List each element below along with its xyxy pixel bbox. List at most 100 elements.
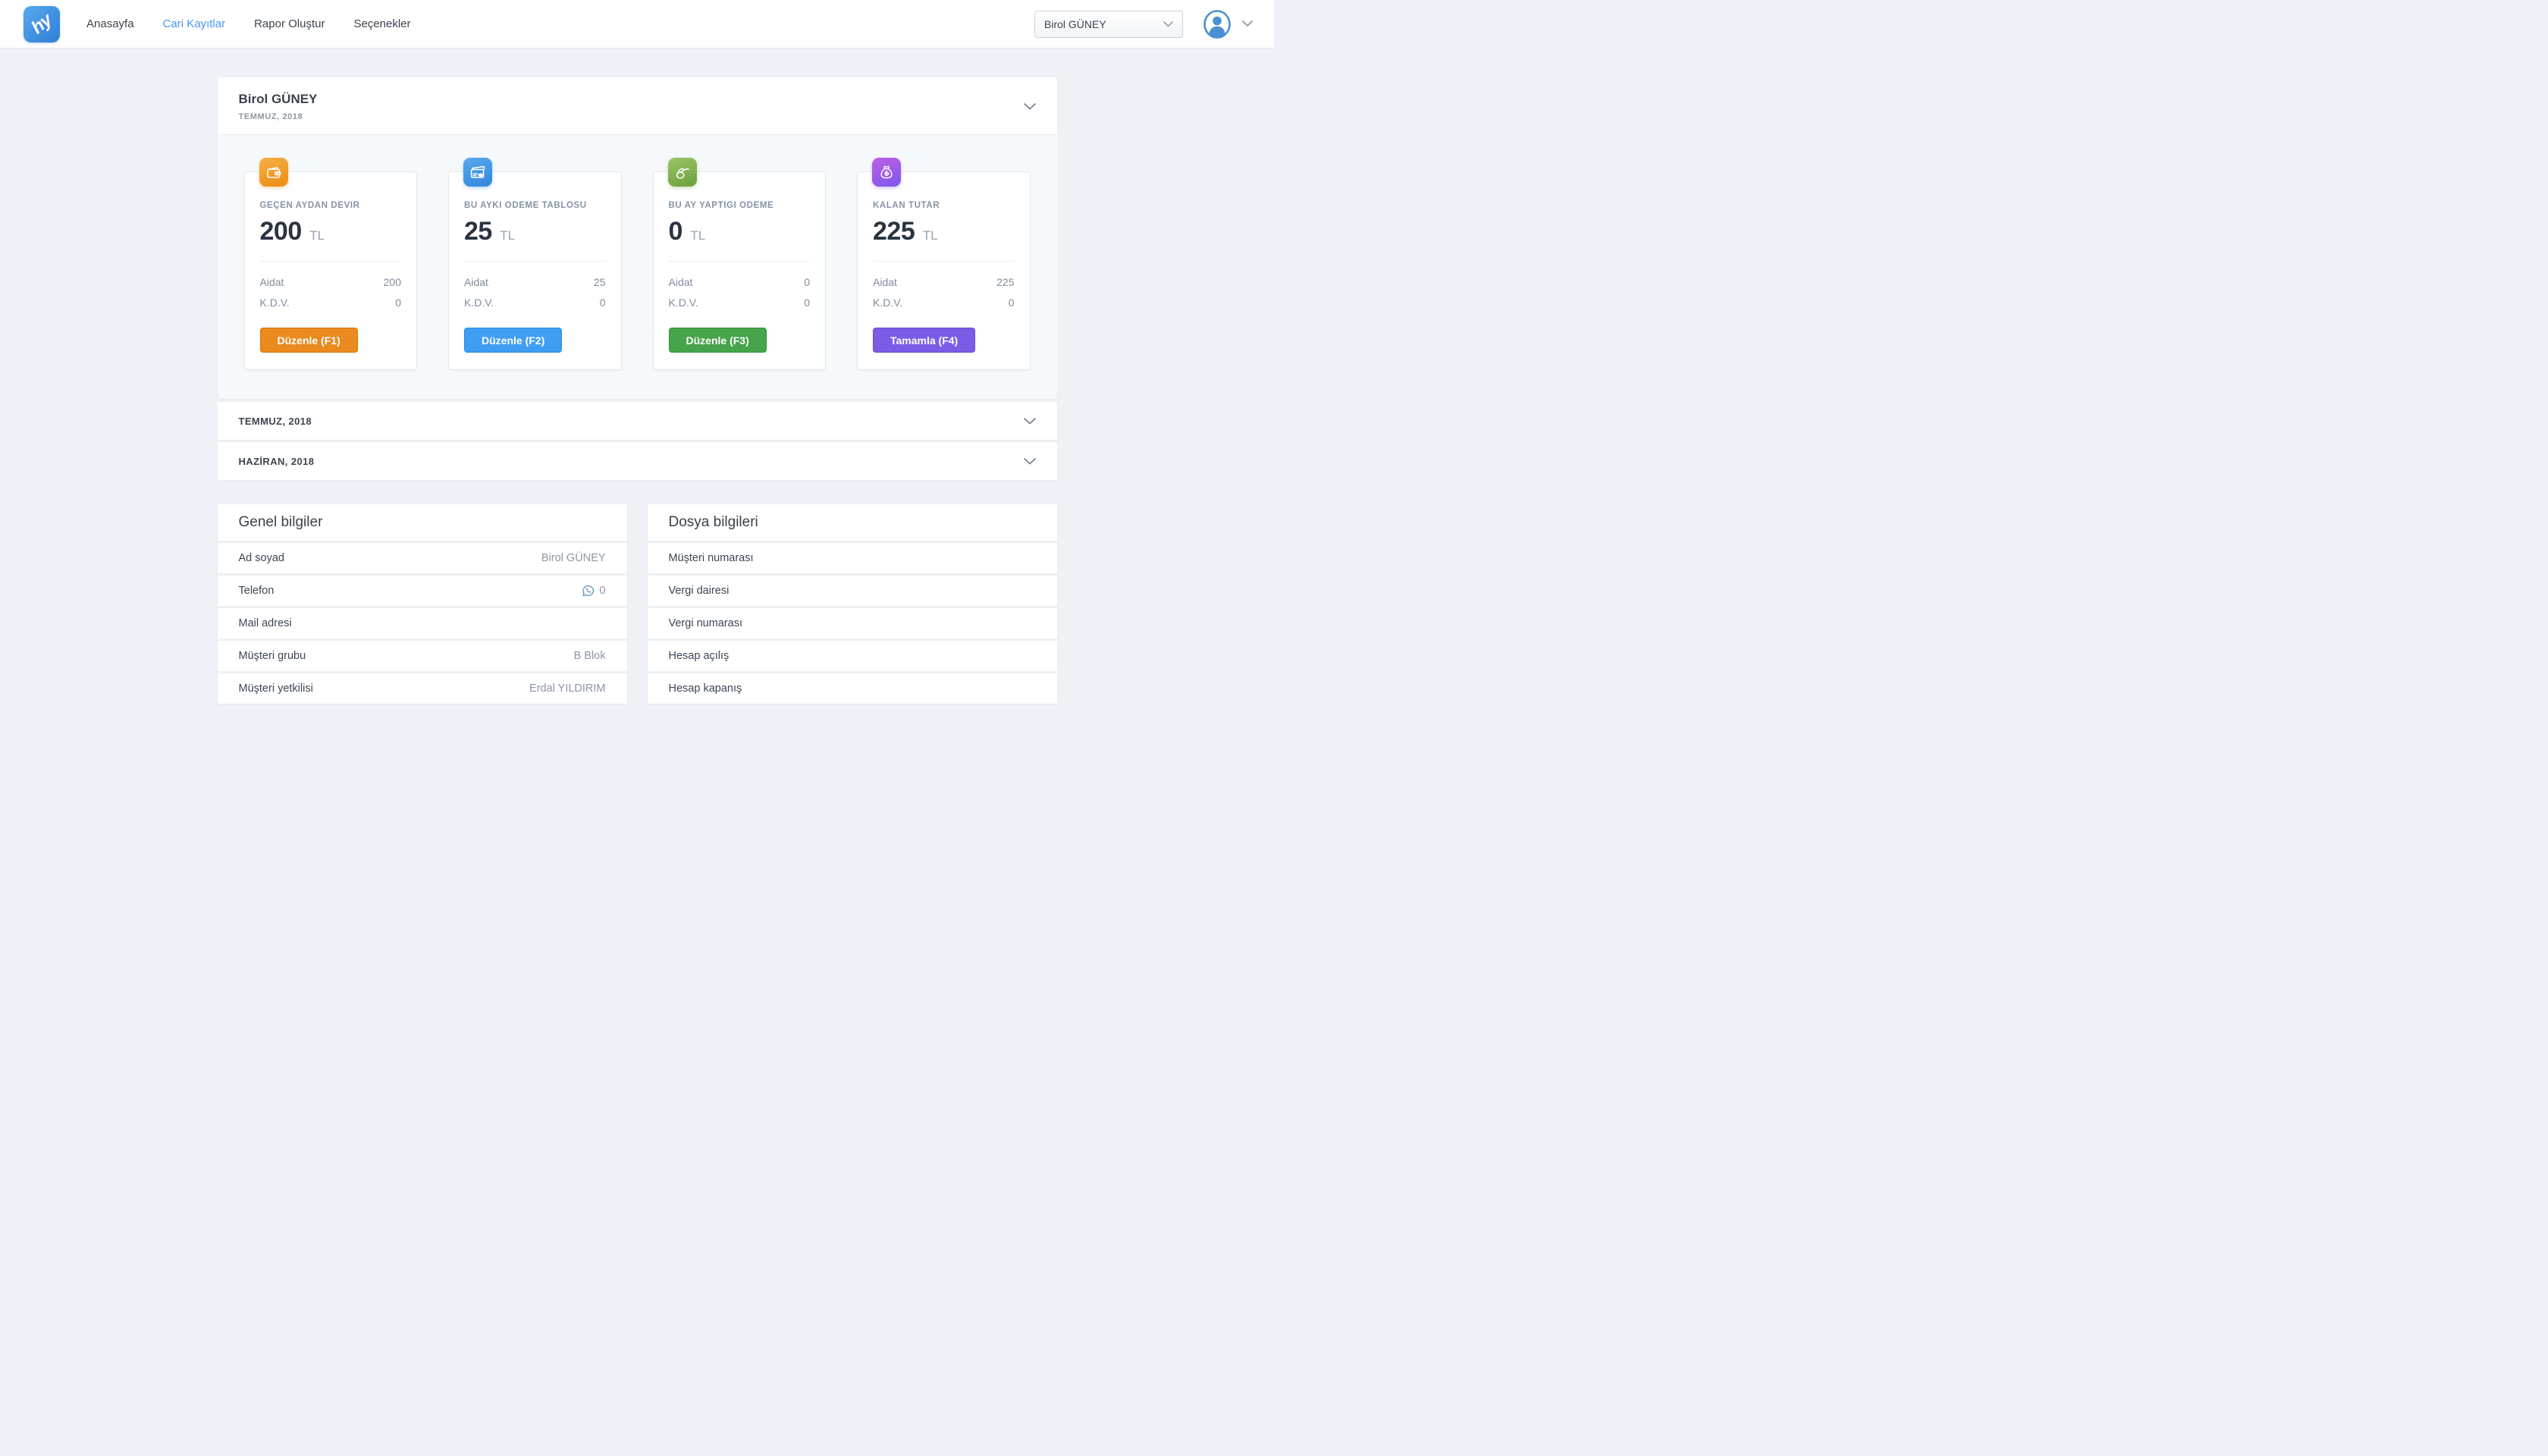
- stat-row: Aidat 0: [669, 275, 811, 289]
- stat-row-label: Aidat: [464, 276, 488, 288]
- stat-title: BU AYKİ ÖDEME TABLOSU: [464, 201, 587, 210]
- info-row-vergi-numarasi: Vergi numarası: [647, 606, 1057, 639]
- stat-card-bu-ayki-odeme-tablosu: BU AYKİ ÖDEME TABLOSU 25 TL Aidat 25 K.D…: [448, 158, 622, 370]
- info-label: Müşteri numarası: [668, 552, 754, 564]
- stat-card-gecen-aydan-devir: GEÇEN AYDAN DEVİR 200 TL Aidat 200 K.D.V…: [243, 158, 417, 370]
- info-label: Vergi dairesi: [668, 585, 730, 597]
- info-label: Hesap açılış: [668, 650, 730, 662]
- stat-rows: Aidat 0 K.D.V. 0: [669, 275, 811, 309]
- app-logo[interactable]: hy: [24, 5, 60, 42]
- stat-amount-currency: TL: [922, 228, 938, 243]
- money-bag-icon: [872, 158, 901, 187]
- stat-title: BU AY YAPTIĞI ÖDEME: [668, 201, 774, 210]
- stat-row: K.D.V. 0: [669, 296, 811, 309]
- accordion-haziran-2018[interactable]: HAZİRAN, 2018: [217, 442, 1057, 480]
- navbar: hy Anasayfa Cari Kayıtlar Rapor Oluştur …: [0, 0, 1274, 49]
- stat-amount: 200 TL: [260, 217, 402, 246]
- tamamla-f4-button[interactable]: Tamamla (F4): [873, 328, 976, 353]
- stat-row: K.D.V. 0: [464, 296, 606, 309]
- info-value: B Blok: [573, 650, 606, 662]
- info-label: Vergi numarası: [668, 617, 743, 629]
- info-label: Ad soyad: [238, 552, 284, 564]
- user-menu-button[interactable]: [1239, 17, 1256, 30]
- divider: [464, 261, 606, 262]
- divider: [873, 261, 1015, 262]
- chevron-down-icon: [1163, 20, 1173, 27]
- chevron-down-icon: [1023, 457, 1036, 464]
- stat-row-value: 0: [1008, 297, 1015, 309]
- signature-icon: [667, 158, 697, 187]
- panel-title: Genel bilgiler: [238, 514, 323, 530]
- stat-row-label: Aidat: [668, 276, 693, 288]
- duzenle-f3-button[interactable]: Düzenle (F3): [668, 328, 767, 353]
- stat-row-label: K.D.V.: [259, 297, 290, 309]
- info-row-hesap-kapanis: Hesap kapanış: [647, 671, 1057, 704]
- customer-select[interactable]: Birol GÜNEY: [1034, 10, 1183, 38]
- duzenle-f1-button[interactable]: Düzenle (F1): [259, 328, 358, 353]
- main-nav: Anasayfa Cari Kayıtlar Rapor Oluştur Seç…: [86, 0, 440, 49]
- user-avatar-icon[interactable]: [1203, 9, 1232, 39]
- info-label: Müşteri grubu: [238, 650, 306, 662]
- customer-select-value: Birol GÜNEY: [1044, 17, 1106, 30]
- statement-header[interactable]: Birol GÜNEY TEMMUZ, 2018: [218, 77, 1057, 134]
- stat-amount-currency: TL: [500, 228, 516, 243]
- nav-item-cari-kayitlar[interactable]: Cari Kayıtlar: [162, 17, 226, 30]
- stat-row-value: 200: [383, 276, 401, 288]
- info-value: Erdal YILDIRIM: [529, 682, 606, 695]
- whatsapp-icon[interactable]: [582, 585, 595, 598]
- divider: [668, 261, 810, 262]
- info-row-hesap-acilis: Hesap açılış: [647, 639, 1057, 671]
- stat-rows: Aidat 200 K.D.V. 0: [260, 275, 402, 309]
- info-row-vergi-dairesi: Vergi dairesi: [647, 573, 1057, 606]
- logo-glyph: hy: [27, 9, 56, 38]
- stat-row-value: 0: [804, 276, 810, 288]
- stat-title: KALAN TUTAR: [873, 201, 940, 210]
- statement-period: TEMMUZ, 2018: [238, 112, 303, 121]
- stat-amount-currency: TL: [309, 228, 325, 243]
- info-panels: Genel bilgiler Ad soyad Birol GÜNEY Tele…: [217, 504, 1057, 726]
- stat-row-label: K.D.V.: [464, 297, 494, 309]
- nav-item-rapor-olustur[interactable]: Rapor Oluştur: [254, 17, 325, 30]
- info-row-ad-soyad: Ad soyad Birol GÜNEY: [217, 541, 627, 573]
- duzenle-f2-button[interactable]: Düzenle (F2): [464, 328, 563, 353]
- stat-row-label: Aidat: [873, 276, 897, 288]
- credit-card-icon: [463, 158, 492, 187]
- general-info-panel: Genel bilgiler Ad soyad Birol GÜNEY Tele…: [217, 504, 627, 704]
- stat-rows: Aidat 25 K.D.V. 0: [464, 275, 606, 309]
- stat-amount-value: 25: [464, 217, 492, 246]
- file-info-panel: Dosya bilgileri Müşteri numarası Vergi d…: [647, 504, 1057, 704]
- info-row-musteri-grubu: Müşteri grubu B Blok: [217, 639, 627, 671]
- panel-title: Dosya bilgileri: [668, 514, 758, 530]
- stat-row-value: 0: [599, 297, 606, 309]
- main-content: Birol GÜNEY TEMMUZ, 2018 GEÇEN AYDAN DEV…: [217, 77, 1057, 726]
- stat-card-bu-ay-yaptigi-odeme: BU AY YAPTIĞI ÖDEME 0 TL Aidat 0 K.D.V. …: [652, 158, 826, 370]
- statement-card: Birol GÜNEY TEMMUZ, 2018 GEÇEN AYDAN DEV…: [217, 77, 1057, 399]
- stat-row-label: K.D.V.: [668, 297, 698, 309]
- chevron-down-icon: [1023, 417, 1036, 424]
- navbar-right: Birol GÜNEY: [1034, 9, 1256, 39]
- stat-amount: 25 TL: [464, 217, 606, 246]
- stat-amount: 0 TL: [669, 217, 811, 246]
- stat-card-kalan-tutar: KALAN TUTAR 225 TL Aidat 225 K.D.V. 0: [857, 158, 1031, 370]
- wallet-icon: [259, 158, 288, 187]
- stat-row-value: 25: [593, 276, 606, 288]
- nav-item-secenekler[interactable]: Seçenekler: [353, 17, 411, 30]
- chevron-down-icon: [1023, 103, 1036, 110]
- info-label: Müşteri yetkilisi: [238, 682, 313, 695]
- accordion-label: TEMMUZ, 2018: [238, 415, 312, 427]
- accordion-temmuz-2018[interactable]: TEMMUZ, 2018: [217, 402, 1057, 440]
- info-label: Hesap kapanış: [668, 682, 742, 695]
- stat-section: GEÇEN AYDAN DEVİR 200 TL Aidat 200 K.D.V…: [217, 134, 1057, 399]
- info-label: Mail adresi: [238, 617, 292, 629]
- stat-row-label: Aidat: [259, 276, 284, 288]
- stat-amount-value: 225: [873, 217, 915, 246]
- nav-item-anasayfa[interactable]: Anasayfa: [86, 17, 134, 30]
- stat-row: Aidat 200: [260, 275, 402, 289]
- stat-row-label: K.D.V.: [873, 297, 903, 309]
- stat-amount-currency: TL: [690, 228, 706, 243]
- info-value: Birol GÜNEY: [541, 552, 606, 564]
- info-row-musteri-yetkilisi: Müşteri yetkilisi Erdal YILDIRIM: [217, 671, 627, 704]
- info-row-musteri-numarasi: Müşteri numarası: [647, 541, 1057, 573]
- stat-row-value: 225: [996, 276, 1015, 288]
- stat-row: K.D.V. 0: [260, 296, 402, 309]
